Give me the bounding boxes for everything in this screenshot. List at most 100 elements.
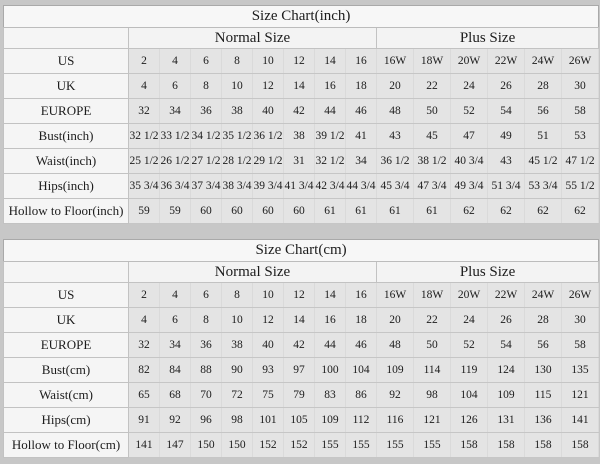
size-value-cell: 45 1/2 bbox=[524, 148, 562, 174]
size-value-cell: 18 bbox=[345, 307, 377, 333]
size-value-cell: 62 bbox=[450, 198, 488, 224]
size-value-cell: 20W bbox=[450, 48, 488, 74]
size-value-cell: 36 1/2 bbox=[376, 148, 414, 174]
corner-cell bbox=[3, 27, 129, 49]
size-value-cell: 10 bbox=[221, 307, 253, 333]
size-value-cell: 6 bbox=[159, 307, 191, 333]
size-value-cell: 24 bbox=[450, 73, 488, 99]
size-value-cell: 30 bbox=[560, 307, 600, 333]
size-value-cell: 44 bbox=[314, 332, 346, 358]
table-title-row: Size Chart(inch) bbox=[3, 5, 599, 28]
size-value-cell: 22W bbox=[487, 48, 525, 74]
size-value-cell: 155 bbox=[314, 432, 346, 458]
size-value-cell: 38 bbox=[283, 123, 315, 149]
size-value-cell: 14 bbox=[283, 307, 315, 333]
size-value-cell: 100 bbox=[314, 357, 346, 383]
size-value-cell: 98 bbox=[221, 407, 253, 433]
size-value-cell: 40 bbox=[252, 332, 284, 358]
size-value-cell: 54 bbox=[487, 332, 525, 358]
size-value-cell: 90 bbox=[221, 357, 253, 383]
size-value-cell: 2 bbox=[128, 48, 160, 74]
size-value-cell: 121 bbox=[413, 407, 451, 433]
size-value-cell: 24W bbox=[524, 282, 562, 308]
cm-table: Size Chart(cm) Normal Size Plus Size US 2… bbox=[3, 239, 600, 458]
size-value-cell: 56 bbox=[524, 98, 562, 124]
size-value-cell: 16 bbox=[314, 307, 346, 333]
size-value-cell: 18W bbox=[413, 282, 451, 308]
size-value-cell: 38 bbox=[221, 332, 253, 358]
size-value-cell: 12 bbox=[283, 282, 315, 308]
size-value-cell: 16W bbox=[376, 282, 414, 308]
size-value-cell: 60 bbox=[283, 198, 315, 224]
size-value-cell: 54 bbox=[487, 98, 525, 124]
row-label: UK bbox=[3, 307, 129, 333]
size-value-cell: 65 bbox=[128, 382, 160, 408]
table-row: Bust(cm) 82 84 88 90 93 97 100 104 109 114 119 124 13… bbox=[3, 357, 600, 383]
size-value-cell: 82 bbox=[128, 357, 160, 383]
size-value-cell: 105 bbox=[283, 407, 315, 433]
size-value-cell: 26 1/2 bbox=[159, 148, 191, 174]
size-value-cell: 10 bbox=[252, 48, 284, 74]
size-value-cell: 150 bbox=[221, 432, 253, 458]
size-value-cell: 4 bbox=[128, 73, 160, 99]
size-value-cell: 20 bbox=[376, 307, 414, 333]
size-value-cell: 39 1/2 bbox=[314, 123, 346, 149]
table-row: Hips(cm) 91 92 96 98 101 105 109 112 116 121 126 131… bbox=[3, 407, 600, 433]
size-value-cell: 35 1/2 bbox=[221, 123, 253, 149]
size-value-cell: 20 bbox=[376, 73, 414, 99]
size-value-cell: 45 bbox=[413, 123, 451, 149]
size-value-cell: 84 bbox=[159, 357, 191, 383]
size-value-cell: 10 bbox=[221, 73, 253, 99]
size-value-cell: 48 bbox=[376, 332, 414, 358]
size-value-cell: 70 bbox=[190, 382, 222, 408]
row-label: Hips(cm) bbox=[3, 407, 129, 433]
size-value-cell: 29 1/2 bbox=[252, 148, 284, 174]
size-value-cell: 61 bbox=[376, 198, 414, 224]
table-row: Hollow to Floor(cm) 141 147 150 150 152 152 155… bbox=[3, 432, 600, 458]
size-value-cell: 44 3/4 bbox=[345, 173, 377, 199]
size-value-cell: 32 bbox=[128, 98, 160, 124]
row-label: Bust(cm) bbox=[3, 357, 129, 383]
size-value-cell: 126 bbox=[450, 407, 488, 433]
size-value-cell: 59 bbox=[128, 198, 160, 224]
size-value-cell: 14 bbox=[314, 282, 346, 308]
size-value-cell: 53 bbox=[560, 123, 600, 149]
size-value-cell: 62 bbox=[487, 198, 525, 224]
size-value-cell: 91 bbox=[128, 407, 160, 433]
size-value-cell: 131 bbox=[487, 407, 525, 433]
size-value-cell: 60 bbox=[252, 198, 284, 224]
table-row: US 2 4 6 8 10 12 14 16 16W 18W 20W 22W 24W 26W bbox=[3, 48, 600, 74]
size-value-cell: 10 bbox=[252, 282, 284, 308]
size-value-cell: 36 bbox=[190, 332, 222, 358]
size-value-cell: 58 bbox=[560, 98, 600, 124]
size-value-cell: 12 bbox=[283, 48, 315, 74]
size-value-cell: 34 1/2 bbox=[190, 123, 222, 149]
size-value-cell: 6 bbox=[190, 282, 222, 308]
row-label: Waist(inch) bbox=[3, 148, 129, 174]
table-title-row: Size Chart(cm) bbox=[3, 239, 599, 262]
row-label: US bbox=[3, 282, 129, 308]
size-value-cell: 50 bbox=[413, 332, 451, 358]
table-row: Waist(cm) 65 68 70 72 75 79 83 86 92 98 104 109 115 12… bbox=[3, 382, 600, 408]
size-value-cell: 112 bbox=[345, 407, 377, 433]
size-value-cell: 16 bbox=[345, 282, 377, 308]
table-row: EUROPE 32 34 36 38 40 42 44 46 48 50 52 54 56 58 bbox=[3, 332, 600, 358]
size-value-cell: 158 bbox=[450, 432, 488, 458]
size-value-cell: 155 bbox=[345, 432, 377, 458]
table-row: EUROPE 32 34 36 38 40 42 44 46 48 50 52 54 56 58 bbox=[3, 98, 600, 124]
size-value-cell: 96 bbox=[190, 407, 222, 433]
size-value-cell: 20W bbox=[450, 282, 488, 308]
table-title-cm: Size Chart(cm) bbox=[3, 239, 599, 262]
size-value-cell: 14 bbox=[314, 48, 346, 74]
row-label: EUROPE bbox=[3, 98, 129, 124]
size-chart-inch-table: Size Chart(inch) Normal Size Plus Size U… bbox=[3, 0, 600, 224]
size-value-cell: 75 bbox=[252, 382, 284, 408]
size-value-cell: 22 bbox=[413, 73, 451, 99]
size-value-cell: 4 bbox=[128, 307, 160, 333]
column-group-row: Normal Size Plus Size bbox=[3, 27, 600, 49]
size-value-cell: 86 bbox=[345, 382, 377, 408]
size-value-cell: 119 bbox=[450, 357, 488, 383]
size-value-cell: 16W bbox=[376, 48, 414, 74]
size-value-cell: 46 bbox=[345, 332, 377, 358]
size-value-cell: 32 bbox=[128, 332, 160, 358]
